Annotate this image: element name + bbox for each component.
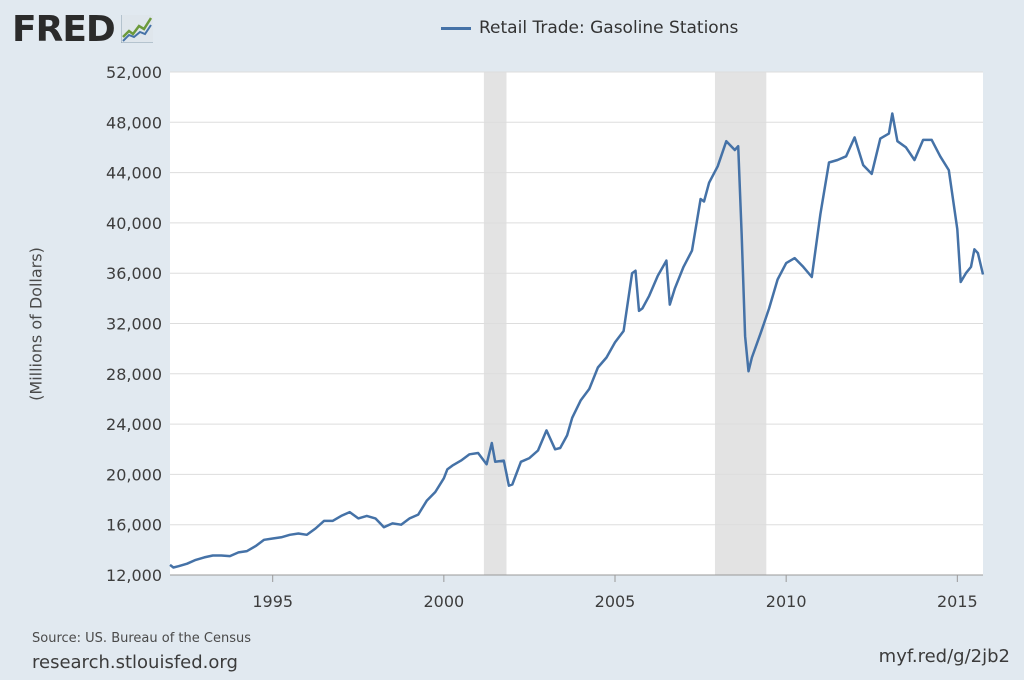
y-tick-label: 20,000 (106, 465, 162, 484)
x-tick-label: 2015 (937, 592, 978, 611)
y-tick-label: 40,000 (106, 214, 162, 233)
x-tick-label: 2010 (766, 592, 807, 611)
short-url-link[interactable]: myf.red/g/2jb2 (878, 646, 1010, 667)
y-tick-label: 44,000 (106, 164, 162, 183)
x-tick-label: 2005 (595, 592, 636, 611)
site-link[interactable]: research.stlouisfed.org (32, 652, 238, 673)
legend-label: Retail Trade: Gasoline Stations (479, 18, 739, 38)
source-note: Source: US. Bureau of the Census (32, 631, 251, 646)
y-tick-label: 16,000 (106, 516, 162, 535)
y-tick-label: 48,000 (106, 113, 162, 132)
y-tick-label: 32,000 (106, 315, 162, 334)
x-tick-label: 1995 (252, 592, 293, 611)
chart-legend: Retail Trade: Gasoline Stations (441, 18, 738, 38)
y-tick-label: 36,000 (106, 264, 162, 283)
legend-swatch (441, 26, 471, 30)
y-tick-label: 24,000 (106, 415, 162, 434)
y-tick-label: 52,000 (106, 63, 162, 82)
y-tick-label: 28,000 (106, 365, 162, 384)
series-line (169, 112, 985, 569)
y-tick-label: 12,000 (106, 566, 162, 585)
fred-logo[interactable]: FRED (12, 10, 153, 50)
fred-logo-text: FRED (12, 9, 116, 50)
mini-chart-icon (120, 15, 153, 47)
x-tick-label: 2000 (423, 592, 464, 611)
